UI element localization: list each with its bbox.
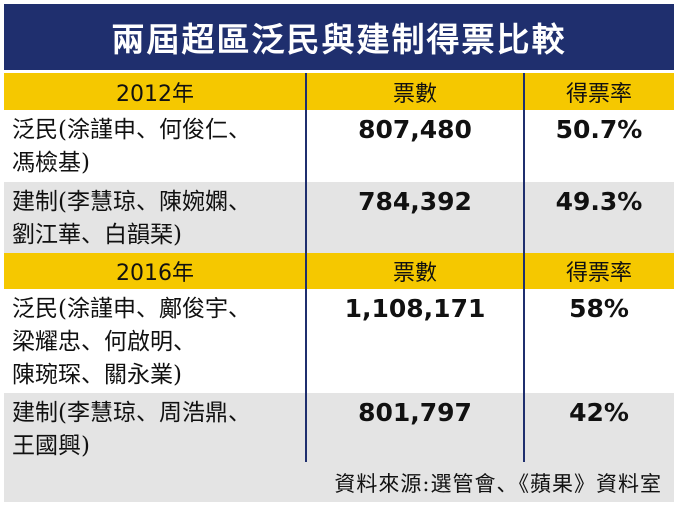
camp-label-line: 泛民(涂謹申、何俊仁、 [12, 117, 251, 143]
camp-label-line: 馮檢基) [12, 150, 90, 176]
camp-label-line: 王國興) [12, 433, 90, 459]
camp-label: 泛民(涂謹申、何俊仁、 馮檢基) [4, 110, 306, 182]
header-2012: 2012年 票數 得票率 [4, 73, 674, 110]
votes-value: 807,480 [358, 115, 472, 144]
column-divider [305, 73, 307, 462]
share-value: 58% [569, 294, 629, 323]
votes-value: 801,797 [358, 398, 472, 427]
votes-header-2012: 票數 [392, 81, 437, 107]
share-value: 49.3% [555, 187, 643, 216]
camp-label: 建制(李慧琼、周浩鼎、 王國興) [4, 393, 306, 462]
year-label-2016: 2016年 [116, 261, 194, 286]
camp-label-line: 建制(李慧琼、周浩鼎、 [12, 400, 251, 426]
camp-label-line: 劉江華、白韻琹) [12, 222, 182, 248]
camp-label-line: 泛民(涂謹申、鄺俊宇、 [12, 296, 251, 322]
share-header-2016: 得票率 [565, 261, 632, 286]
share-value: 50.7% [555, 115, 643, 144]
vote-comparison-table: 兩屆超區泛民與建制得票比較 2012年 票數 得票率 泛民(涂謹申、何俊仁、 馮… [4, 4, 674, 506]
votes-header-2016: 票數 [392, 261, 437, 286]
camp-label-line: 陳琬琛、關永業) [12, 362, 182, 388]
share-header-2012: 得票率 [565, 81, 632, 107]
share-value: 42% [569, 398, 629, 427]
header-2016: 2016年 票數 得票率 [4, 253, 674, 289]
year-label-2012: 2012年 [116, 81, 194, 107]
votes-value: 784,392 [358, 187, 472, 216]
votes-value: 1,108,171 [344, 294, 486, 323]
camp-label-line: 梁耀忠、何啟明、 [12, 329, 196, 355]
table-title: 兩屆超區泛民與建制得票比較 [4, 4, 674, 73]
column-divider [523, 73, 525, 462]
table-row: 泛民(涂謹申、何俊仁、 馮檢基) 807,480 50.7% [4, 110, 674, 182]
table-row: 泛民(涂謹申、鄺俊宇、 梁耀忠、何啟明、 陳琬琛、關永業) 1,108,171 … [4, 289, 674, 393]
table-row: 建制(李慧琼、陳婉嫻、 劉江華、白韻琹) 784,392 49.3% [4, 182, 674, 253]
camp-label: 建制(李慧琼、陳婉嫻、 劉江華、白韻琹) [4, 182, 306, 253]
source-note: 資料來源:選管會、《蘋果》資料室 [334, 472, 662, 496]
table-row: 建制(李慧琼、周浩鼎、 王國興) 801,797 42% [4, 393, 674, 462]
camp-label-line: 建制(李慧琼、陳婉嫻、 [12, 189, 251, 215]
source-footer: 資料來源:選管會、《蘋果》資料室 [4, 462, 674, 502]
camp-label: 泛民(涂謹申、鄺俊宇、 梁耀忠、何啟明、 陳琬琛、關永業) [4, 289, 306, 393]
